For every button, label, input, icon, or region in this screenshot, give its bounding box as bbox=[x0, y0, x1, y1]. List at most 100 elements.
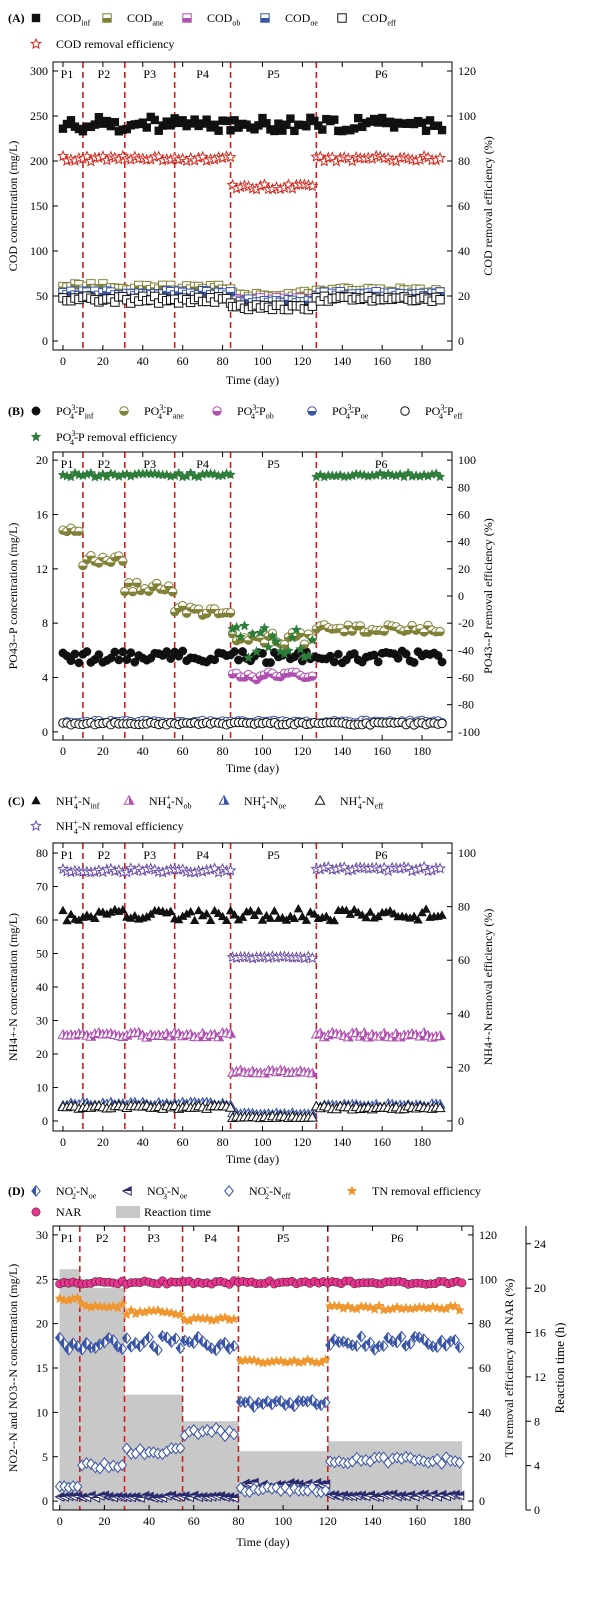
series-1 bbox=[57, 1026, 446, 1078]
phase-label: P6 bbox=[375, 848, 388, 862]
y2-tick-label: 0 bbox=[479, 1494, 485, 1508]
y2-tick-label: 0 bbox=[458, 589, 464, 603]
data-point bbox=[229, 1339, 239, 1352]
data-point bbox=[138, 118, 147, 127]
reaction-time-bar bbox=[111, 1288, 114, 1510]
reaction-time-bar bbox=[260, 1451, 264, 1510]
data-point bbox=[365, 907, 375, 916]
data-point bbox=[175, 1342, 186, 1355]
data-point bbox=[320, 1396, 331, 1409]
data-point bbox=[405, 1337, 416, 1350]
reaction-time-bar bbox=[104, 1288, 107, 1510]
data-point bbox=[72, 1292, 83, 1303]
legend-entry: PO3-4-Pinf bbox=[31, 403, 94, 421]
data-point bbox=[132, 577, 142, 588]
legend-marker bbox=[31, 1185, 41, 1197]
data-point bbox=[94, 113, 104, 122]
data-point bbox=[341, 905, 351, 915]
reaction-time-bar bbox=[68, 1269, 72, 1510]
y-tick-label: 0 bbox=[42, 1114, 48, 1128]
y-tick-label: 60 bbox=[36, 913, 48, 927]
y2-tick-label: 0 bbox=[458, 334, 464, 348]
series-3 bbox=[57, 1099, 446, 1123]
reaction-time-bar bbox=[267, 1451, 270, 1510]
reaction-time-bar bbox=[396, 1441, 400, 1510]
data-point bbox=[153, 1344, 163, 1357]
legend-label: NH+ 4-N removal efficiency bbox=[56, 818, 184, 836]
reaction-time-bar bbox=[122, 1288, 125, 1510]
data-point bbox=[225, 608, 236, 618]
reaction-time-bar bbox=[439, 1441, 443, 1510]
reaction-time-bar bbox=[376, 1441, 380, 1510]
panel-d: (D) NO-2-Noe NO-3-Noe NO-2-Neff TN removal e… bbox=[6, 1183, 567, 1549]
panel-label: (D) bbox=[8, 1184, 25, 1198]
reaction-time-bar bbox=[216, 1421, 219, 1510]
series-5 bbox=[57, 467, 446, 663]
data-point bbox=[238, 647, 247, 656]
plot-frame bbox=[52, 451, 453, 741]
data-point bbox=[289, 913, 300, 922]
data-point bbox=[350, 124, 359, 133]
phase-label: P5 bbox=[267, 67, 280, 81]
reaction-time-bar bbox=[193, 1421, 197, 1510]
data-point bbox=[435, 295, 445, 305]
y-tick-label: 0 bbox=[42, 725, 48, 739]
data-point bbox=[271, 1481, 282, 1494]
data-point bbox=[58, 124, 68, 133]
data-point bbox=[175, 1442, 186, 1455]
data-point bbox=[106, 907, 116, 916]
data-point bbox=[413, 915, 423, 924]
data-point bbox=[302, 122, 311, 131]
panel-c: (C) NH+ 4-Ninf NH+ 4-Nob NH+ 4-Noe NH+ 4-Neff NH+… bbox=[6, 793, 495, 1166]
reaction-time-bar bbox=[417, 1441, 420, 1510]
data-point bbox=[220, 1336, 230, 1349]
data-point bbox=[70, 649, 80, 659]
phase-label: P6 bbox=[375, 457, 388, 471]
data-point bbox=[224, 864, 237, 876]
panel-b: (B) PO3-4-Pinf PO3-4-Pane PO3-4-Pob PO3-4-Po… bbox=[6, 403, 495, 775]
data-point bbox=[274, 119, 283, 128]
reaction-time-bar bbox=[338, 1441, 342, 1510]
data-point bbox=[81, 1336, 92, 1349]
series-0 bbox=[54, 1330, 465, 1414]
legend-entry: CODinf bbox=[31, 11, 91, 28]
data-point bbox=[258, 178, 271, 190]
legend-marker bbox=[31, 406, 41, 416]
reaction-time-bar bbox=[363, 1441, 367, 1510]
legend-label: PO3-4-Pinf bbox=[56, 403, 94, 421]
legend-entry: PO3-4-Pob bbox=[212, 403, 274, 421]
reaction-time-bar bbox=[81, 1288, 85, 1510]
reaction-time-bar bbox=[287, 1451, 291, 1510]
data-point bbox=[435, 626, 445, 637]
data-point bbox=[276, 1395, 286, 1408]
data-point bbox=[122, 655, 132, 664]
reaction-time-bar bbox=[437, 1441, 440, 1510]
legend-entry: CODoe bbox=[260, 11, 318, 28]
reaction-time-bar bbox=[86, 1288, 90, 1510]
reaction-time-bar bbox=[347, 1441, 351, 1510]
reaction-time-bar bbox=[399, 1441, 402, 1510]
reaction-time-bar bbox=[334, 1441, 338, 1510]
reaction-time-bar bbox=[343, 1441, 346, 1510]
data-point bbox=[188, 1423, 199, 1436]
y-tick-label: 20 bbox=[36, 453, 48, 467]
plot-frame bbox=[52, 842, 453, 1132]
data-point bbox=[66, 116, 76, 125]
data-point bbox=[120, 586, 130, 597]
y-tick-label: 50 bbox=[36, 947, 48, 961]
data-point bbox=[226, 126, 235, 135]
y-tick-label: 70 bbox=[36, 880, 48, 894]
data-point bbox=[178, 116, 187, 125]
data-point bbox=[392, 1336, 402, 1349]
reaction-time-bar bbox=[441, 1441, 445, 1510]
data-point bbox=[66, 909, 76, 919]
y-axis-title: NO2--N and NO3--N concentration (mg/L) bbox=[6, 1264, 20, 1473]
y-tick-label: 10 bbox=[36, 1080, 48, 1094]
y-tick-label: 250 bbox=[30, 109, 48, 123]
data-point bbox=[293, 903, 304, 913]
x-tick-label: 160 bbox=[373, 744, 391, 758]
reaction-time-bar bbox=[434, 1441, 438, 1510]
data-point bbox=[247, 628, 258, 639]
data-point bbox=[320, 1354, 331, 1365]
x-tick-label: 80 bbox=[217, 1135, 229, 1149]
